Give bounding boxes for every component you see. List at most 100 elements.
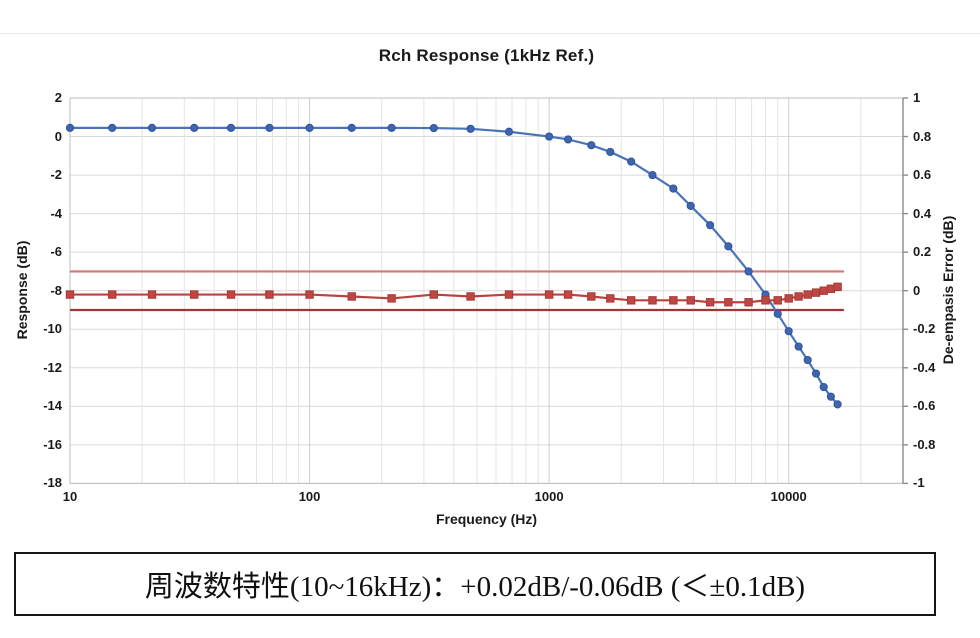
response-marker [686,201,695,211]
de-emphasis-error-marker [265,290,274,299]
de-emphasis-error-marker [794,292,803,301]
response-marker [784,327,793,336]
response-marker [564,135,573,144]
left-axis-tick-label: -6 [50,244,62,260]
de-emphasis-error-marker [387,294,396,303]
limit-lines [70,270,844,312]
chart-canvas [65,97,908,485]
x-axis-tick-label: 100 [298,489,321,504]
spec-caption-box: 周波数特性(10~16kHz)：+0.02dB/-0.06dB (＜±0.1dB… [14,552,936,616]
right-axis-tick-label: 0.2 [913,244,932,260]
right-axis-tick-label: -0.2 [913,321,936,337]
de-emphasis-error-marker [744,298,753,307]
response-marker [226,123,236,132]
right-axis-tick-label: 1 [913,90,921,105]
de-emphasis-error-marker [784,294,793,303]
de-emphasis-error-marker [563,290,573,299]
response-marker [794,342,803,351]
chart-title: Rch Response (1kHz Ref.) [378,46,595,65]
response-marker [504,127,514,136]
response-marker [545,132,554,141]
data-series [65,123,842,409]
left-axis-tick-label: 2 [54,90,62,105]
de-emphasis-error-marker [190,290,199,299]
response-marker [819,382,828,392]
response-marker [347,123,356,132]
de-emphasis-error-marker [833,282,842,292]
axis-tick-marks [903,97,908,485]
right-axis-tick-label: 0.6 [913,167,932,183]
de-emphasis-error-marker [226,290,236,299]
left-axis-tick-label: -10 [43,321,62,337]
response-marker [803,355,812,365]
response-marker [466,124,475,133]
de-emphasis-error-marker [466,292,475,301]
response-marker [627,157,636,166]
response-marker [305,123,314,132]
left-axis-tick-label: -14 [43,398,62,414]
right-axis-tick-label: 0 [913,282,921,298]
de-emphasis-error-marker [504,290,514,299]
de-emphasis-error-marker [724,298,733,307]
de-emphasis-error-marker [626,296,636,305]
right-axis-tick-label: 0.4 [913,205,932,221]
response-marker [190,123,199,132]
response-marker [387,123,396,132]
de-emphasis-error-marker [803,290,812,299]
response-marker [606,147,615,157]
de-emphasis-error-marker [669,296,678,305]
response-marker [587,141,596,150]
left-axis-tick-label: -8 [50,282,62,298]
de-emphasis-error-marker [773,296,782,305]
left-axis-tick-label: -16 [43,436,62,452]
response-marker [826,392,835,401]
right-axis-tick-label: -0.4 [913,359,936,375]
x-axis-tick-label: 1000 [534,489,564,504]
top-divider-line [0,33,980,34]
response-marker [811,369,821,378]
de-emphasis-error-marker [587,292,596,301]
response-marker [773,309,782,318]
left-axis-tick-label: -12 [43,359,62,375]
response-marker [147,123,157,132]
de-emphasis-error-marker [147,290,157,299]
right-axis-title: De-empasis Error (dB) [940,215,956,365]
de-emphasis-error-marker [648,296,657,305]
response-marker [833,400,842,409]
response-marker [669,184,678,193]
response-marker [108,123,117,132]
x-axis-tick-label: 10000 [770,489,807,504]
right-axis-tick-label: -0.6 [913,398,936,414]
left-axis-tick-label: 0 [54,128,62,144]
right-axis-tick-label: -0.8 [913,436,936,452]
de-emphasis-error-marker [761,296,770,305]
response-marker [429,123,438,133]
de-emphasis-error-marker [686,296,695,305]
left-axis-tick-label: -4 [50,205,62,221]
response-marker [265,123,274,132]
de-emphasis-error-marker [347,292,356,301]
de-emphasis-error-marker [429,290,438,299]
response-marker [724,242,733,251]
x-axis-title: Frequency (Hz) [435,511,538,527]
de-emphasis-error-marker [305,290,314,299]
x-axis-tick-label: 10 [62,489,78,504]
right-axis-tick-label: -1 [913,475,925,491]
response-marker [648,170,657,180]
de-emphasis-error-marker [705,298,715,307]
response-marker [65,123,75,132]
response-marker [706,221,715,230]
de-emphasis-error-marker [107,290,117,299]
left-axis-tick-label: -2 [50,167,62,183]
de-emphasis-error-marker [544,290,554,299]
spec-caption-text: 周波数特性(10~16kHz)：+0.02dB/-0.06dB (＜±0.1dB… [144,571,806,603]
left-axis-tick-label: -18 [43,475,62,491]
response-marker [744,267,753,276]
de-emphasis-error-marker [811,288,821,297]
right-axis-tick-label: 0.8 [913,128,932,144]
de-emphasis-error-marker [819,286,828,295]
de-emphasis-error-marker [65,290,75,299]
de-emphasis-error-marker [606,294,615,303]
left-axis-title: Response (dB) [14,240,30,340]
